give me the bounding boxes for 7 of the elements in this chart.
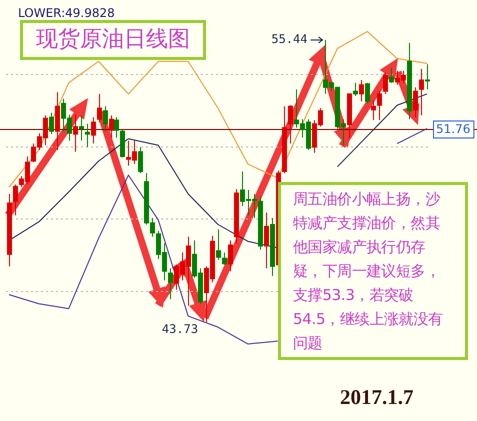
chart-title: 现货原油日线图	[20, 20, 206, 60]
annotation: 55.44	[271, 32, 308, 46]
annotation: 周五油价小幅上扬，沙特减产支撑油价，然其他国家减产执行仍存疑，下周一建议短多，支撑53.3，若突破54.5，继续上涨就没有问题	[278, 182, 468, 360]
text: 2017.1.7	[340, 385, 414, 410]
ref-line-label: 51.76	[436, 122, 470, 136]
text: 43.73	[162, 322, 198, 336]
text: LOWER:49.9828	[18, 6, 116, 20]
